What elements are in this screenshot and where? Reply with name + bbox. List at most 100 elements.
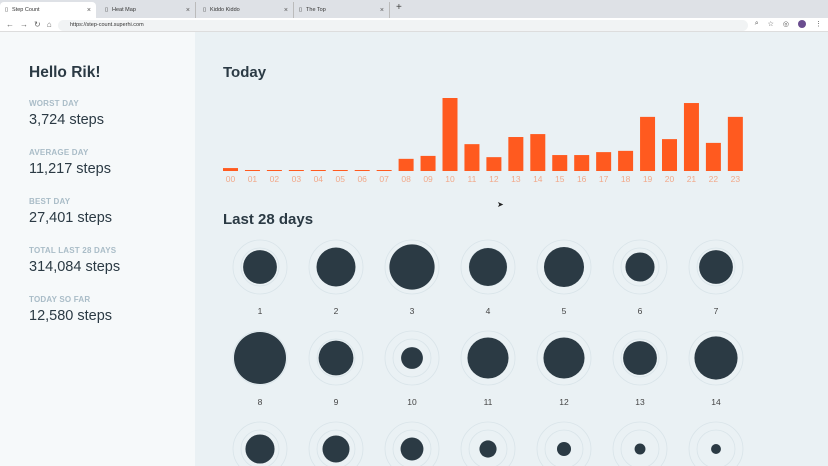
tab-kiddo[interactable]: ▯ Kiddo Kiddo ×: [198, 2, 294, 18]
bar-18: [618, 150, 634, 171]
day-16: [308, 421, 364, 466]
new-tab-button[interactable]: +: [396, 2, 402, 13]
day-8: 8: [232, 330, 288, 407]
close-icon[interactable]: ×: [86, 6, 91, 14]
bar-label: 23: [731, 174, 741, 184]
bar-15: [552, 155, 568, 171]
bar-11: [464, 144, 480, 171]
bar-05: [332, 170, 348, 171]
greeting: Hello Rik!: [29, 64, 101, 81]
last-28-days-chart: 1 2 3 4 5 6 78 9 10 11 12 13 14: [232, 239, 744, 466]
day-label: 2: [334, 306, 339, 316]
bar-00: [223, 168, 238, 171]
bar-label: 06: [357, 174, 367, 184]
bar-label: 18: [621, 174, 631, 184]
day-label: 4: [486, 306, 491, 316]
outer-ring: [688, 330, 744, 386]
stat-total: TOTAL LAST 28 DAYS 314,084 steps: [29, 246, 121, 275]
bar-label: 21: [687, 174, 697, 184]
close-icon[interactable]: ×: [379, 6, 384, 14]
bar-label: 16: [577, 174, 587, 184]
day-circle-12: [543, 337, 585, 379]
back-icon[interactable]: ←: [6, 20, 14, 29]
inner-ring: [696, 247, 736, 287]
today-title: Today: [223, 64, 267, 81]
day-label: 14: [711, 397, 721, 407]
day-20: [612, 421, 668, 466]
day-label: 8: [258, 397, 263, 407]
zoom-icon[interactable]: ⌕: [754, 20, 759, 27]
close-icon[interactable]: ×: [283, 6, 288, 14]
bar-label: 12: [489, 174, 499, 184]
day-15: [232, 421, 288, 466]
inner-ring: [392, 429, 432, 466]
extension-icon[interactable]: ◎: [782, 21, 789, 28]
day-circle-6: [625, 252, 655, 282]
outer-ring: [384, 239, 440, 295]
bar-label: 04: [314, 174, 324, 184]
day-6: 6: [612, 239, 668, 316]
day-circle-1: [243, 250, 277, 284]
day-circle-2: [316, 247, 356, 287]
bar-label: 10: [445, 174, 455, 184]
inner-ring: [240, 247, 280, 287]
page-icon: ▯: [5, 7, 9, 13]
day-11: 11: [460, 330, 516, 407]
inner-ring: [620, 429, 660, 466]
outer-ring: [612, 330, 668, 386]
bar-label: 03: [292, 174, 302, 184]
bar-label: 09: [423, 174, 433, 184]
stat-worst-day: WORST DAY 3,724 steps: [29, 99, 104, 128]
day-3: 3: [384, 239, 440, 316]
day-label: 10: [407, 397, 417, 407]
day-label: 6: [638, 306, 643, 316]
day-circle-8: [234, 332, 286, 384]
close-icon[interactable]: ×: [185, 6, 190, 14]
forward-icon[interactable]: →: [20, 20, 28, 29]
url-field[interactable]: https://step-count.superhi.com: [58, 19, 748, 31]
bar-01: [244, 170, 260, 171]
day-2: 2: [308, 239, 364, 316]
outer-ring: [308, 239, 364, 295]
day-label: 5: [562, 306, 567, 316]
reload-icon[interactable]: ↻: [34, 20, 41, 29]
outer-ring: [460, 421, 516, 466]
tab-step-count[interactable]: ▯ Step Count ×: [0, 2, 96, 18]
inner-ring: [696, 429, 736, 466]
bar-16: [574, 155, 590, 171]
bar-06: [354, 170, 370, 171]
page-icon: ▯: [105, 7, 109, 13]
tab-the-top[interactable]: ▯ The Top ×: [294, 2, 390, 18]
inner-ring: [544, 429, 584, 466]
tab-heat-map[interactable]: ▯ Heat Map ×: [100, 2, 196, 18]
inner-ring: [392, 338, 432, 378]
menu-icon[interactable]: ⋮: [815, 21, 822, 28]
star-icon[interactable]: ☆: [767, 21, 774, 28]
bar-08: [398, 158, 414, 171]
bar-label: 15: [555, 174, 565, 184]
day-13: 13: [612, 330, 668, 407]
bar-10: [442, 98, 458, 171]
bar-label: 08: [401, 174, 411, 184]
outer-ring: [232, 239, 288, 295]
sidebar: [0, 32, 195, 466]
bar-17: [596, 152, 612, 171]
home-icon[interactable]: ⌂: [46, 20, 52, 29]
day-7: 7: [688, 239, 744, 316]
day-circle-3: [389, 244, 435, 290]
outer-ring: [612, 421, 668, 466]
address-bar-row: ← → ↻ ⌂ https://step-count.superhi.com ⌕…: [0, 18, 828, 32]
outer-ring: [536, 239, 592, 295]
bar-label: 07: [379, 174, 389, 184]
bar-label: 14: [533, 174, 543, 184]
day-5: 5: [536, 239, 592, 316]
bar-02: [266, 170, 282, 171]
bar-07: [376, 170, 392, 171]
day-label: 7: [714, 306, 719, 316]
day-circle-11: [467, 337, 509, 379]
day-circle-5: [543, 246, 585, 288]
avatar[interactable]: [798, 20, 806, 28]
day-9: 9: [308, 330, 364, 407]
day-circle-4: [469, 248, 507, 286]
outer-ring: [536, 330, 592, 386]
